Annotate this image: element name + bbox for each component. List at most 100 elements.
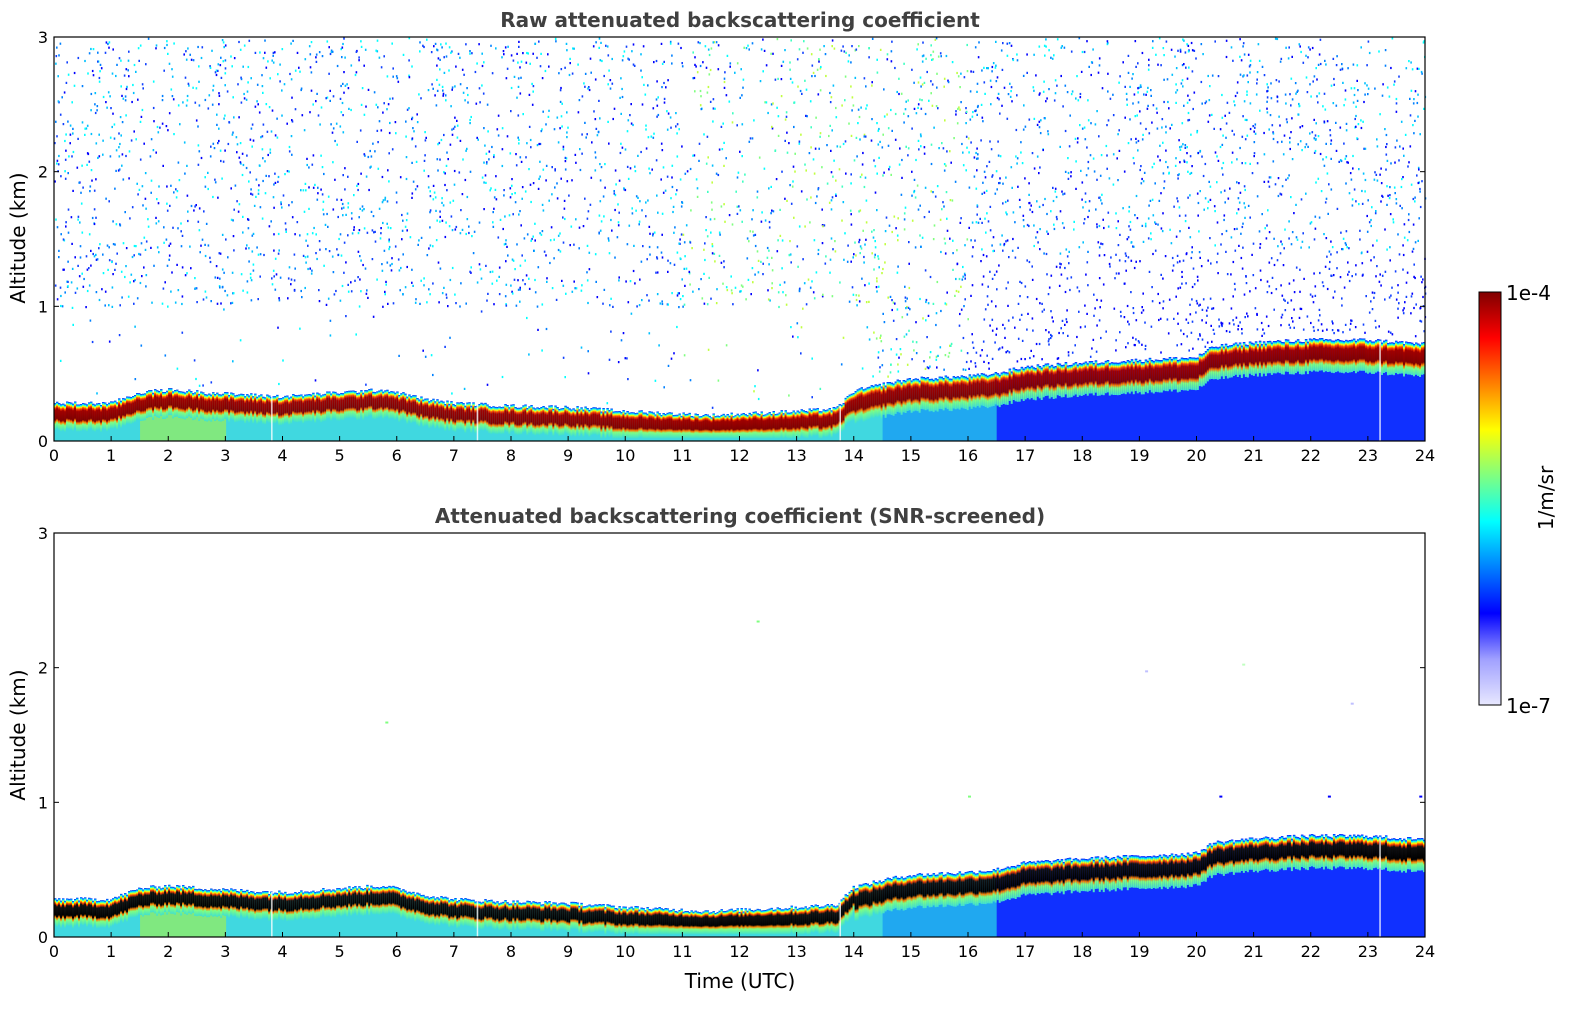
noise-pixel bbox=[1326, 287, 1329, 291]
noise-pixel bbox=[1138, 341, 1141, 344]
noise-pixel bbox=[195, 204, 197, 207]
noise-pixel bbox=[1384, 128, 1386, 131]
noise-pixel bbox=[347, 283, 349, 286]
noise-pixel bbox=[1285, 46, 1287, 49]
noise-pixel bbox=[354, 279, 356, 282]
noise-pixel bbox=[765, 101, 768, 104]
noise-pixel bbox=[1249, 59, 1252, 62]
layer-band bbox=[222, 393, 225, 421]
noise-pixel bbox=[752, 234, 755, 237]
noise-pixel bbox=[921, 60, 924, 63]
noise-pixel bbox=[309, 53, 312, 56]
noise-pixel bbox=[140, 344, 143, 347]
noise-pixel bbox=[1019, 295, 1021, 298]
noise-pixel bbox=[288, 170, 290, 173]
noise-pixel bbox=[784, 49, 786, 52]
noise-pixel bbox=[967, 137, 970, 140]
noise-pixel bbox=[166, 185, 168, 188]
noise-pixel bbox=[780, 78, 783, 81]
noise-pixel bbox=[378, 207, 381, 210]
noise-pixel bbox=[1253, 141, 1256, 144]
layer-band bbox=[498, 406, 501, 434]
noise-pixel bbox=[821, 295, 824, 298]
noise-pixel bbox=[1246, 74, 1249, 77]
noise-pixel bbox=[298, 66, 300, 69]
noise-pixel bbox=[762, 273, 764, 276]
noise-pixel bbox=[1395, 198, 1398, 201]
noise-pixel bbox=[749, 137, 752, 140]
noise-pixel bbox=[301, 296, 303, 299]
noise-pixel bbox=[813, 172, 816, 175]
noise-pixel bbox=[1000, 49, 1003, 52]
noise-pixel bbox=[986, 212, 988, 215]
noise-pixel bbox=[628, 224, 631, 227]
noise-pixel bbox=[594, 156, 597, 159]
noise-pixel bbox=[988, 367, 990, 370]
noise-pixel bbox=[232, 292, 235, 295]
noise-pixel bbox=[1207, 207, 1209, 210]
noise-pixel bbox=[1388, 197, 1391, 200]
noise-pixel bbox=[710, 231, 712, 234]
noise-pixel bbox=[256, 100, 258, 103]
noise-pixel bbox=[1360, 46, 1362, 49]
noise-pixel bbox=[360, 103, 363, 106]
noise-pixel bbox=[1224, 114, 1226, 117]
noise-pixel bbox=[457, 52, 460, 55]
noise-pixel bbox=[590, 176, 593, 179]
noise-pixel bbox=[1363, 147, 1365, 150]
noise-pixel bbox=[236, 200, 238, 203]
noise-pixel bbox=[165, 238, 168, 241]
noise-pixel bbox=[1134, 115, 1137, 118]
noise-pixel bbox=[1077, 137, 1079, 140]
noise-pixel bbox=[329, 99, 331, 102]
noise-pixel bbox=[155, 216, 157, 219]
noise-pixel bbox=[1400, 120, 1403, 123]
noise-pixel bbox=[268, 225, 271, 228]
noise-pixel bbox=[133, 302, 135, 305]
noise-pixel bbox=[857, 122, 859, 125]
noise-pixel bbox=[732, 112, 734, 115]
noise-pixel bbox=[218, 252, 221, 255]
noise-pixel bbox=[1239, 191, 1242, 194]
noise-pixel bbox=[1035, 74, 1037, 77]
noise-pixel bbox=[210, 145, 212, 148]
noise-pixel bbox=[968, 367, 970, 370]
noise-pixel bbox=[1395, 110, 1398, 113]
noise-pixel bbox=[1092, 338, 1095, 341]
noise-pixel bbox=[810, 53, 813, 56]
noise-pixel bbox=[763, 49, 766, 52]
noise-pixel bbox=[456, 136, 459, 139]
noise-pixel bbox=[635, 195, 638, 198]
noise-pixel bbox=[949, 237, 951, 240]
noise-pixel bbox=[147, 225, 150, 228]
layer-band bbox=[228, 395, 231, 422]
noise-pixel bbox=[279, 80, 281, 83]
noise-pixel bbox=[634, 165, 636, 168]
noise-pixel bbox=[776, 106, 778, 109]
noise-pixel bbox=[1329, 129, 1331, 132]
noise-pixel bbox=[209, 260, 212, 264]
noise-pixel bbox=[1240, 59, 1243, 62]
noise-pixel bbox=[747, 44, 749, 47]
noise-pixel bbox=[776, 38, 779, 41]
noise-pixel bbox=[131, 206, 134, 209]
noise-pixel bbox=[310, 89, 313, 92]
noise-pixel bbox=[1191, 70, 1194, 73]
noise-pixel bbox=[1157, 155, 1159, 158]
noise-pixel bbox=[401, 238, 403, 241]
noise-pixel bbox=[682, 295, 684, 298]
noise-pixel bbox=[392, 302, 395, 305]
noise-pixel bbox=[56, 298, 59, 301]
noise-pixel bbox=[121, 164, 123, 167]
noise-pixel bbox=[361, 209, 364, 212]
noise-pixel bbox=[975, 109, 977, 112]
noise-pixel bbox=[1266, 107, 1268, 110]
noise-pixel bbox=[683, 303, 686, 306]
noise-pixel bbox=[540, 130, 543, 133]
noise-pixel bbox=[195, 377, 197, 381]
noise-pixel bbox=[1343, 286, 1346, 289]
noise-pixel bbox=[471, 52, 473, 55]
layer-band bbox=[506, 405, 509, 432]
noise-pixel bbox=[1084, 138, 1087, 141]
noise-pixel bbox=[1341, 297, 1343, 300]
